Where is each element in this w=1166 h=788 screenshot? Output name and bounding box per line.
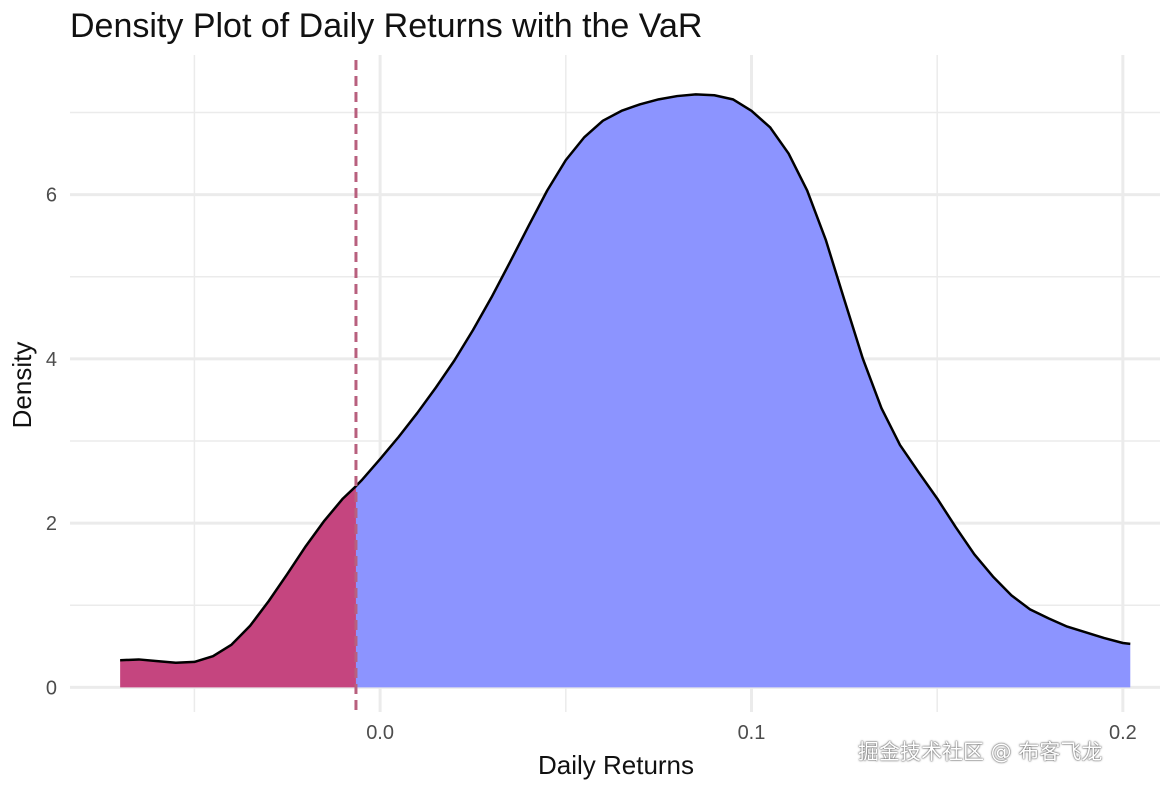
tick-labels: 0.0 0.1 0.2 0 2 4 6 <box>46 185 1137 744</box>
x-tick-label: 0.1 <box>738 722 766 744</box>
density-body-area <box>355 94 1131 688</box>
x-tick-label: 0.0 <box>366 722 394 744</box>
x-axis-title: Daily Returns <box>538 750 694 780</box>
y-axis-title: Density <box>7 342 37 429</box>
density-tail-area <box>120 486 356 688</box>
y-tick-label: 0 <box>46 677 57 699</box>
y-tick-label: 6 <box>46 185 57 207</box>
x-tick-label: 0.2 <box>1109 722 1137 744</box>
y-tick-label: 4 <box>46 349 57 371</box>
density-curve-group <box>120 93 1131 664</box>
density-curve <box>120 93 1131 664</box>
chart-title: Density Plot of Daily Returns with the V… <box>70 7 702 45</box>
y-tick-label: 2 <box>46 513 57 535</box>
watermark: 掘金技术社区 @ 布客飞龙 <box>858 740 1103 764</box>
density-areas <box>120 94 1131 688</box>
